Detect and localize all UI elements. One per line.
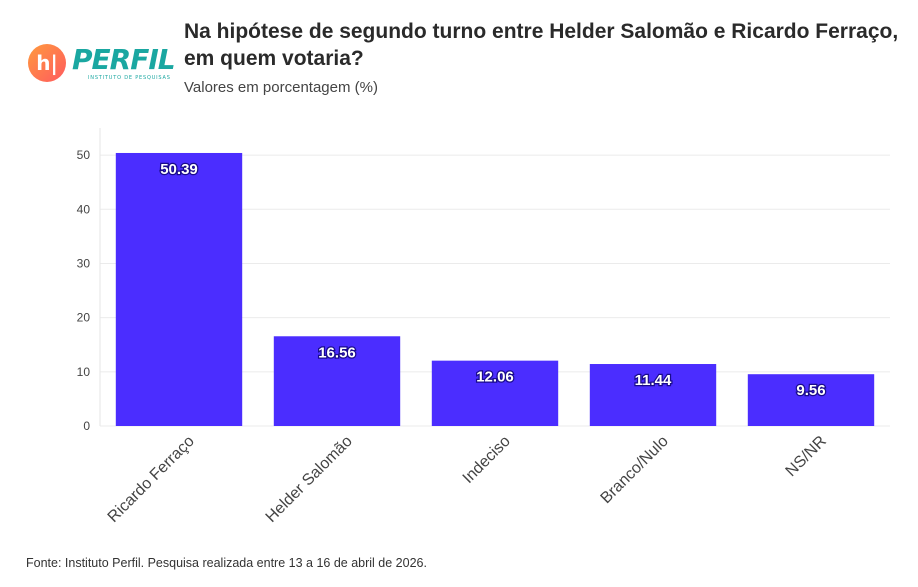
chart-subtitle: Valores em porcentagem (%) <box>184 79 378 96</box>
chart-title: Na hipótese de segundo turno entre Helde… <box>184 20 899 70</box>
bar-value-label: 16.56 <box>318 344 356 361</box>
bar <box>273 336 401 426</box>
logo-mark: h| <box>28 44 66 82</box>
source-note: Fonte: Instituto Perfil. Pesquisa realiz… <box>26 556 427 570</box>
bar <box>589 364 717 426</box>
x-tick-label: Indeciso <box>460 433 514 487</box>
bar-value-label: 12.06 <box>476 369 514 386</box>
y-tick-label: 0 <box>83 419 90 433</box>
bar-value-label: 50.39 <box>160 161 198 178</box>
y-tick-label: 50 <box>77 148 91 162</box>
bar <box>115 152 243 426</box>
y-tick-label: 10 <box>77 365 91 379</box>
y-tick-label: 40 <box>77 202 91 216</box>
x-tick-label: NS/NR <box>783 433 830 480</box>
x-tick-label: Ricardo Ferraço <box>105 433 198 526</box>
logo: h| PERFIL INSTITUTO DE PESQUISAS <box>28 42 178 84</box>
bar <box>431 360 559 426</box>
logo-tagline: INSTITUTO DE PESQUISAS <box>88 75 171 81</box>
bar-value-label: 11.44 <box>635 372 672 389</box>
bar <box>747 374 875 426</box>
logo-wordmark: PERFIL <box>72 43 176 76</box>
y-tick-label: 30 <box>77 256 91 270</box>
x-tick-label: Branco/Nulo <box>598 433 672 507</box>
y-tick-label: 20 <box>77 311 91 325</box>
bar-value-label: 9.56 <box>796 382 825 399</box>
x-tick-label: Helder Salomão <box>263 433 356 526</box>
